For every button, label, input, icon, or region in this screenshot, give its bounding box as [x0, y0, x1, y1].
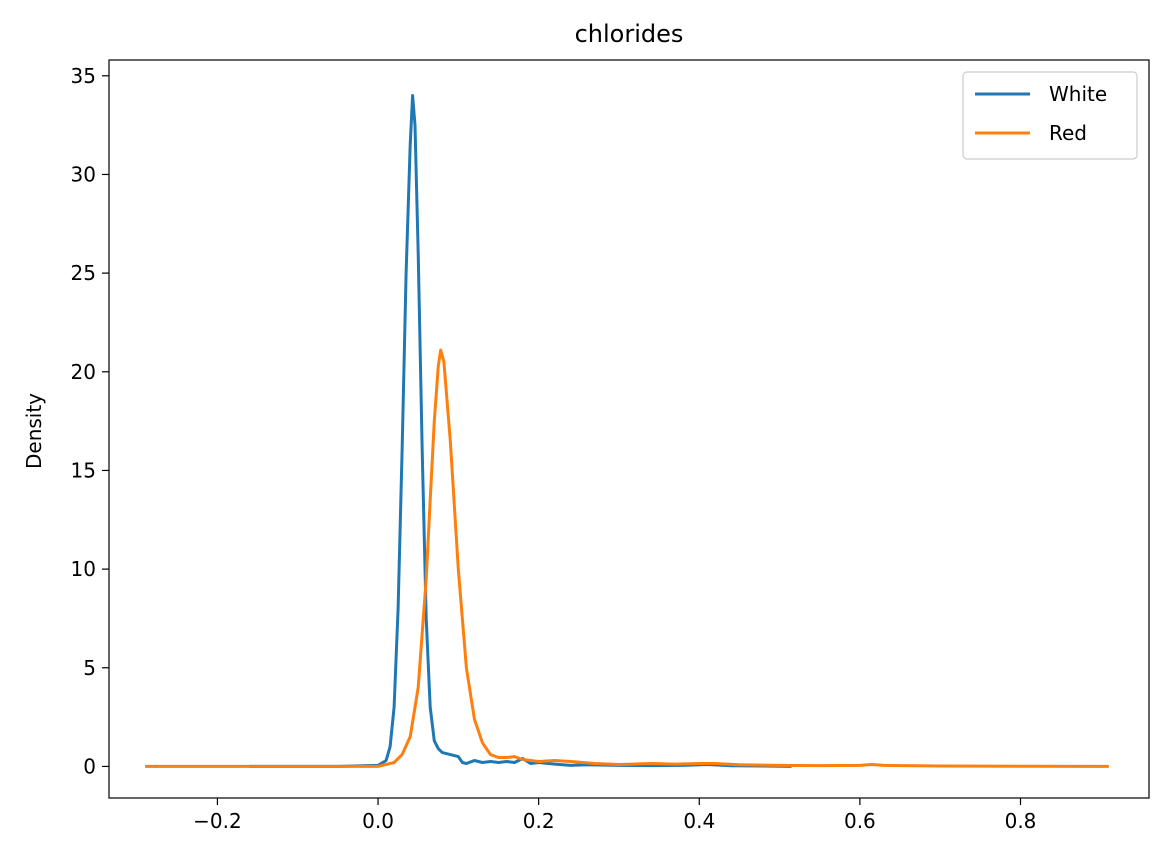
x-tick-label: 0.0	[362, 809, 394, 833]
plot-frame	[108, 59, 1150, 799]
y-tick-label: 30	[71, 162, 96, 186]
x-tick-label: 0.2	[523, 809, 555, 833]
x-tick-label: 0.6	[844, 809, 876, 833]
x-axis-ticks: −0.2 0.0 0.2 0.4 0.6 0.8	[193, 798, 1036, 833]
y-tick-label: 10	[71, 557, 96, 581]
y-tick-label: 35	[71, 64, 96, 88]
chart-title: chlorides	[575, 20, 684, 48]
x-tick-label: −0.2	[193, 809, 242, 833]
y-tick-label: 15	[71, 458, 96, 482]
x-tick-label: 0.4	[683, 809, 715, 833]
y-axis-ticks: 0 5 10 15 20 25 30 35	[71, 64, 109, 778]
legend: White Red	[962, 71, 1138, 160]
legend-label-red: Red	[1049, 121, 1087, 145]
y-tick-label: 5	[83, 656, 96, 680]
y-axis-label: Density	[22, 393, 46, 469]
series-line-white	[249, 94, 792, 768]
series-line-red	[145, 348, 1109, 768]
x-tick-label: 0.8	[1005, 809, 1037, 833]
y-tick-label: 25	[71, 261, 96, 285]
y-tick-label: 20	[71, 360, 96, 384]
series-layer	[145, 94, 1109, 768]
y-tick-label: 0	[83, 754, 96, 778]
legend-label-white: White	[1049, 82, 1107, 106]
